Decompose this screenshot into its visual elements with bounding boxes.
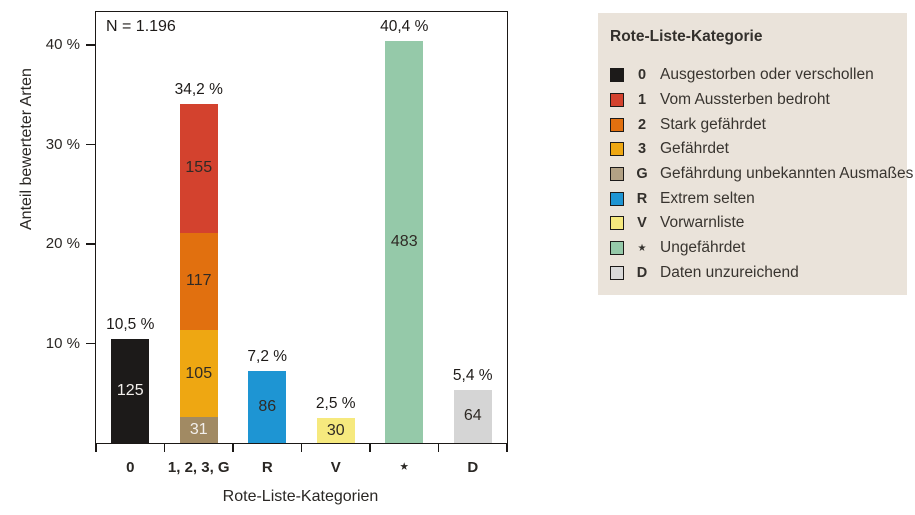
- legend-item-D: D Daten unzureichend: [610, 261, 907, 286]
- legend-swatch-icon: [610, 216, 624, 231]
- x-tick-mark: [95, 443, 97, 452]
- legend-label: Gefährdung unbekannten Ausmaßes: [660, 165, 914, 183]
- x-axis-title: Rote-Liste-Kategorien: [222, 488, 379, 505]
- legend-key: 0: [637, 67, 647, 84]
- legend-label: Gefährdet: [660, 140, 729, 158]
- bar-segment-2: 117: [179, 232, 218, 330]
- x-tick-label-V: V: [330, 459, 341, 476]
- segment-count-label: 125: [116, 382, 144, 400]
- bar-segment-0: 125: [111, 339, 150, 443]
- legend-item-G: G Gefährdung unbekannten Ausmaßes: [610, 162, 913, 187]
- legend-label: Extrem selten: [660, 189, 755, 207]
- legend-key: ⋆: [635, 237, 649, 260]
- legend-swatch-icon: [610, 241, 624, 256]
- bar-percent-label: 2,5 %: [315, 395, 356, 413]
- segment-count-label: 155: [185, 159, 213, 177]
- legend-item-2: 2 Stark gefährdet: [610, 112, 907, 137]
- legend-key: 2: [637, 116, 647, 133]
- x-tick-label-D: D: [467, 459, 479, 476]
- y-tick-mark: [85, 44, 95, 46]
- bar-segment-⋆: 483: [385, 41, 424, 443]
- legend-swatch-icon: [610, 93, 624, 108]
- y-tick-mark: [85, 342, 95, 345]
- bar-segment-G: 31: [179, 417, 218, 443]
- bar-percent-label: 5,4 %: [452, 366, 493, 384]
- y-tick-mark: [85, 143, 95, 146]
- x-tick-mark: [437, 443, 440, 452]
- segment-count-label: 483: [390, 233, 418, 251]
- legend-label: Daten unzureichend: [660, 263, 799, 281]
- y-tick-label: 30 %: [45, 135, 80, 153]
- x-tick-mark: [163, 443, 166, 452]
- bar-1, 2, 3, G: 31 105 117 155 34,2 %: [175, 81, 223, 443]
- y-tick-mark: [85, 243, 95, 245]
- legend-item-3: 3 Gefährdet: [610, 137, 907, 162]
- y-tick-label: 10 %: [45, 334, 80, 352]
- x-tick-label-⋆: ⋆: [397, 455, 411, 478]
- x-tick-mark: [232, 443, 234, 452]
- bar-segment-1: 155: [179, 103, 218, 233]
- legend-label: Vom Aussterben bedroht: [660, 91, 830, 109]
- legend-swatch-icon: [610, 191, 624, 206]
- bar-V: 30 2,5 %: [316, 395, 356, 443]
- legend-label: Vorwarnliste: [660, 214, 745, 232]
- legend-key: 3: [637, 141, 647, 158]
- legend-item-1: 1 Vom Aussterben bedroht: [610, 88, 907, 113]
- segment-count-label: 31: [189, 421, 208, 439]
- y-axis-title-wrap: Anteil bewerteter Arten: [18, 68, 38, 330]
- bar-percent-label: 34,2 %: [174, 80, 223, 98]
- bar-0: 125 10,5 %: [106, 316, 154, 443]
- legend-swatch-icon: [610, 68, 624, 83]
- legend-swatch-icon: [610, 167, 624, 182]
- legend-label: Ungefährdet: [660, 239, 746, 257]
- legend-key: 1: [637, 92, 647, 109]
- legend-items: 0 Ausgestorben oder verschollen 1 Vom Ausst…: [598, 63, 913, 286]
- segment-count-label: 64: [463, 407, 482, 425]
- segment-count-label: 30: [326, 421, 345, 439]
- sample-size-label: N = 1.196: [106, 18, 176, 35]
- bar-⋆: 483 40,4 %: [380, 18, 428, 443]
- bar-percent-label: 7,2 %: [247, 348, 288, 366]
- legend-key: D: [636, 264, 648, 281]
- bar-percent-label: 10,5 %: [106, 316, 155, 334]
- legend-item-R: R Extrem selten: [610, 186, 907, 211]
- bar-R: 86 7,2 %: [247, 348, 287, 443]
- legend-title: Rote-Liste-Kategorie: [610, 28, 763, 45]
- legend-item-0: 0 Ausgestorben oder verschollen: [610, 63, 907, 88]
- segment-count-label: 86: [258, 398, 277, 416]
- y-tick-label: 40 %: [45, 36, 80, 53]
- segment-count-label: 105: [185, 364, 213, 382]
- x-tick-label-R: R: [261, 459, 273, 476]
- legend-key: V: [637, 215, 647, 232]
- plot-area: N = 1.196 10 % 20 % 30 % 40 % 125 10,5 % 0 31 10…: [46, 11, 508, 477]
- y-tick-label: 20 %: [45, 235, 80, 252]
- x-tick-mark: [369, 443, 371, 452]
- legend-label: Ausgestorben oder verschollen: [660, 66, 874, 84]
- bar-percent-label: 40,4 %: [380, 18, 429, 36]
- legend-swatch-icon: [610, 142, 624, 157]
- x-tick-label-1, 2, 3, G: 1, 2, 3, G: [167, 459, 230, 476]
- legend-label: Stark gefährdet: [660, 115, 766, 133]
- legend-item-⋆: ⋆ Ungefährdet: [610, 236, 907, 261]
- bar-D: 64 5,4 %: [453, 367, 493, 443]
- legend-key: G: [636, 166, 648, 183]
- legend-key: R: [636, 190, 648, 207]
- bar-segment-V: 30: [316, 418, 355, 443]
- bar-segment-D: 64: [453, 389, 492, 443]
- legend: Rote-Liste-Kategorie 0 Ausgestorben oder …: [598, 13, 913, 295]
- legend-swatch-icon: [610, 265, 624, 280]
- x-tick-mark: [506, 443, 508, 452]
- segment-count-label: 117: [185, 272, 212, 290]
- legend-item-V: V Vorwarnliste: [610, 211, 907, 236]
- x-tick-label-0: 0: [126, 459, 135, 476]
- legend-swatch-icon: [610, 117, 624, 132]
- bar-segment-3: 105: [179, 329, 218, 418]
- bar-segment-R: 86: [248, 371, 287, 443]
- x-tick-mark: [300, 443, 303, 452]
